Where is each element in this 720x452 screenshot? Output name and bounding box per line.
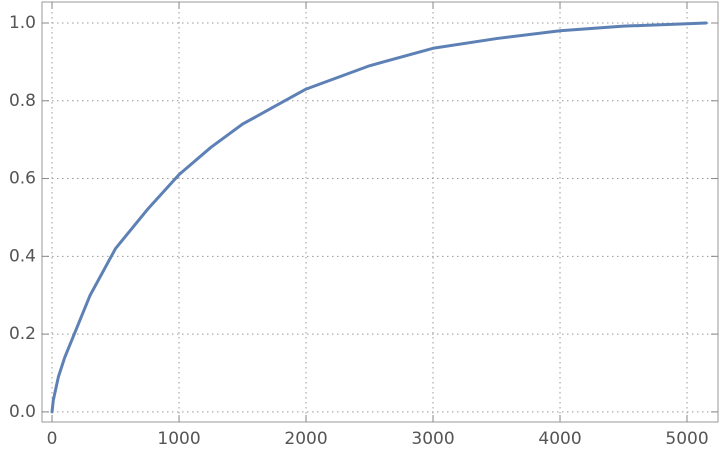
- x-tick-label: 2000: [284, 429, 327, 449]
- x-tick-label: 1000: [157, 429, 200, 449]
- line-series: [50, 21, 708, 414]
- y-tick-label: 0.0: [9, 402, 36, 422]
- y-tick-label: 0.4: [9, 246, 36, 266]
- plot-frame: [41, 1, 719, 423]
- y-tick-label: 0.6: [9, 169, 36, 189]
- x-tick-label: 5000: [665, 429, 708, 449]
- y-tick-label: 1.0: [9, 13, 36, 33]
- x-tick-label: 4000: [538, 429, 581, 449]
- x-tick-label: 3000: [411, 429, 454, 449]
- y-tick-label: 0.8: [9, 91, 36, 111]
- y-tick-label: 0.2: [9, 324, 36, 344]
- x-tick-label: 0: [47, 429, 58, 449]
